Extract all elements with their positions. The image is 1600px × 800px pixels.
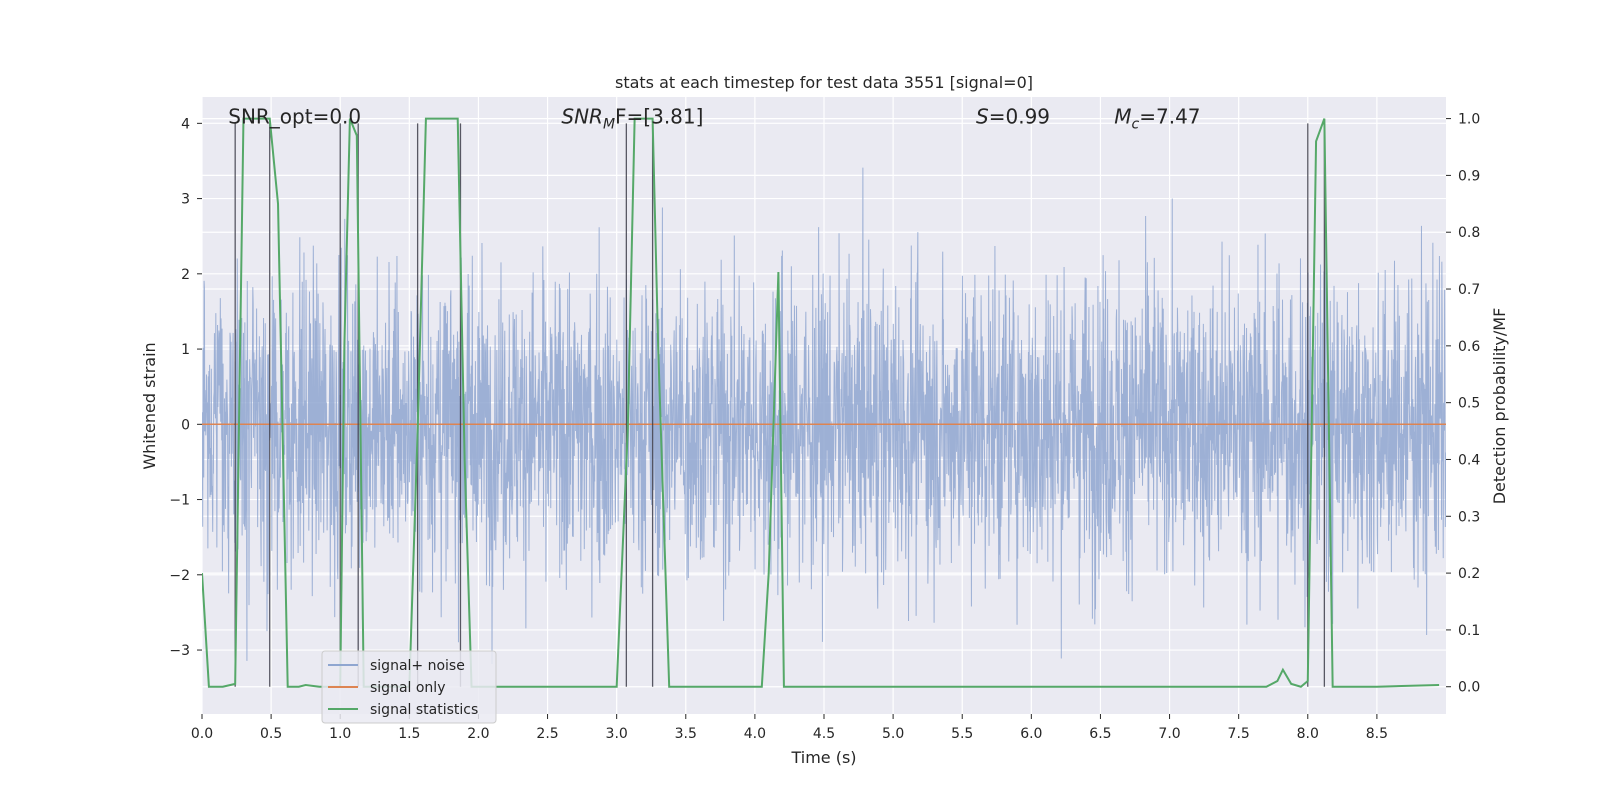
annotation-subscript: M — [603, 117, 615, 133]
annotation-snr-opt: SNR_opt=0.0 — [228, 105, 361, 129]
x-tick-label: 4.5 — [813, 726, 835, 742]
y-left-tick-label: −3 — [169, 643, 190, 659]
x-tick-label: 5.0 — [882, 726, 904, 742]
x-tick-label: 7.5 — [1228, 726, 1250, 742]
annotation-subscript: c — [1132, 117, 1140, 133]
x-tick-label: 3.5 — [675, 726, 697, 742]
y-right-tick-label: 0.7 — [1458, 282, 1480, 298]
y-right-tick-label: 0.8 — [1458, 225, 1480, 241]
y-left-tick-label: 1 — [181, 342, 190, 358]
series-signal-plus-noise — [202, 167, 1446, 665]
chart-title: stats at each timestep for test data 355… — [615, 73, 1033, 92]
signal-statistics-line — [202, 117, 1440, 688]
y-axis-right-label: Detection probability/MF — [1490, 308, 1509, 505]
x-tick-label: 7.0 — [1158, 726, 1180, 742]
y-right-tick-label: 0.6 — [1458, 339, 1480, 355]
y-left-tick-label: 2 — [181, 267, 190, 283]
x-tick-label: 0.5 — [260, 726, 282, 742]
x-tick-label: 3.0 — [606, 726, 628, 742]
series-signal-statistics — [202, 117, 1440, 688]
annotation-value: =0.99 — [989, 105, 1050, 129]
x-tick-label: 4.0 — [744, 726, 766, 742]
y-left-tick-label: −1 — [169, 493, 190, 509]
annotation-mc-stat: Mc=7.47 — [1114, 105, 1200, 133]
annotation-s-stat: S=0.99 — [976, 105, 1050, 129]
x-tick-label: 6.5 — [1089, 726, 1111, 742]
x-tick-label: 8.0 — [1297, 726, 1319, 742]
y-axis-left-label: Whitened strain — [140, 342, 159, 469]
signal-plus-noise-line — [202, 167, 1446, 665]
x-tick-label: 1.0 — [329, 726, 351, 742]
y-right-tick-label: 0.5 — [1458, 396, 1480, 412]
legend-box — [321, 650, 497, 724]
x-axis-ticks: 0.0 0.5 1.0 1.5 2.0 2.5 3.0 3.5 4.0 4.5 5.0 5.5 6.0 6… — [191, 714, 1388, 742]
x-tick-label: 6.0 — [1020, 726, 1042, 742]
y-right-tick-label: 0.9 — [1458, 168, 1480, 184]
y-axis-left-ticks: −3 −2 −1 0 1 2 3 4 — [169, 116, 202, 659]
y-right-tick-label: 1.0 — [1458, 112, 1480, 128]
x-tick-label: 8.5 — [1366, 726, 1388, 742]
legend-label: signal only — [370, 680, 445, 696]
x-axis-label: Time (s) — [790, 748, 856, 767]
x-tick-label: 1.5 — [398, 726, 420, 742]
y-right-tick-label: 0.3 — [1458, 509, 1480, 525]
y-right-tick-label: 0.4 — [1458, 452, 1480, 468]
x-tick-label: 0.0 — [191, 726, 213, 742]
legend-label: signal+ noise — [370, 658, 465, 674]
y-right-tick-label: 0.2 — [1458, 566, 1480, 582]
y-left-tick-label: 3 — [181, 192, 190, 208]
y-left-tick-label: 4 — [181, 116, 190, 132]
y-right-tick-label: 0.1 — [1458, 623, 1480, 639]
y-right-tick-label: 0.0 — [1458, 680, 1480, 696]
annotation-symbol: S — [976, 105, 989, 129]
annotation-symbol: SNR — [561, 105, 603, 129]
y-left-tick-label: −2 — [169, 568, 190, 584]
annotation-snr-mf: SNRMF=[3.81] — [561, 105, 703, 133]
legend-label: signal statistics — [370, 702, 478, 718]
x-tick-label: 2.5 — [536, 726, 558, 742]
annotation-value: =7.47 — [1139, 105, 1200, 129]
x-tick-label: 2.0 — [467, 726, 489, 742]
annotations: SNR_opt=0.0 SNRMF=[3.81] S=0.99 Mc=7.47 — [228, 105, 1200, 133]
annotation-symbol: M — [1114, 105, 1131, 129]
y-axis-right-ticks: 0.0 0.1 0.2 0.3 0.4 0.5 0.6 0.7 0.8 0.9 1.0 — [1446, 112, 1480, 696]
x-tick-label: 5.5 — [951, 726, 973, 742]
y-left-tick-label: 0 — [181, 417, 190, 433]
legend: signal+ noise signal only signal statistic… — [321, 650, 497, 724]
annotation-value: F=[3.81] — [615, 105, 703, 129]
